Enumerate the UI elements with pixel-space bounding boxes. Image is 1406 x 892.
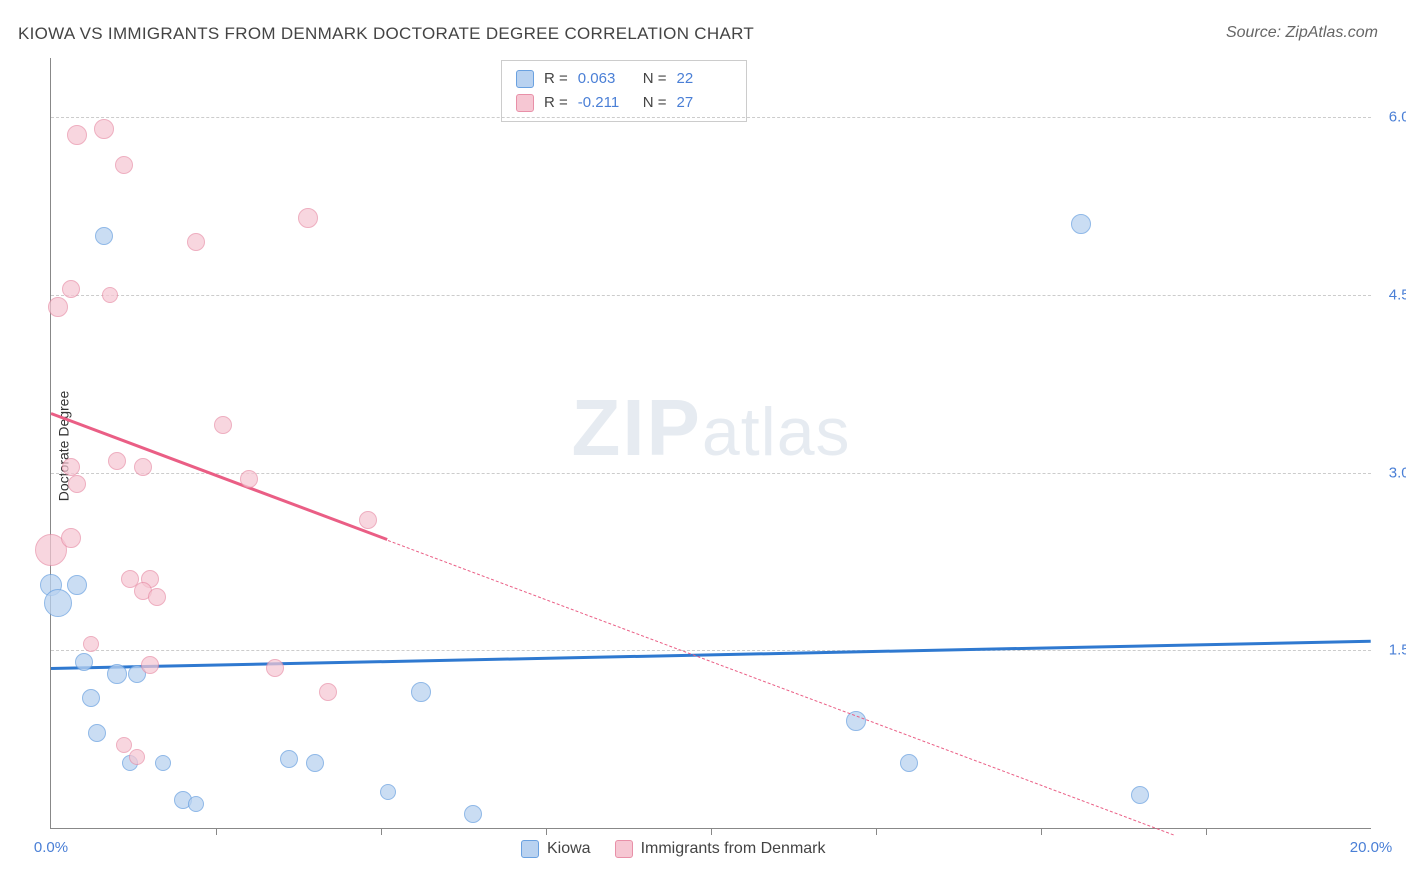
data-point [359, 511, 377, 529]
legend-swatch [516, 94, 534, 112]
data-point [88, 724, 106, 742]
y-tick-label: 4.5% [1389, 286, 1406, 303]
x-tick-label: 0.0% [34, 839, 68, 856]
data-point [134, 458, 152, 476]
data-point [44, 589, 72, 617]
x-tick-mark [546, 828, 547, 835]
data-point [1071, 214, 1091, 234]
data-point [306, 754, 324, 772]
gridline [51, 117, 1371, 118]
watermark-zip: ZIP [571, 383, 701, 472]
data-point [62, 458, 80, 476]
data-point [1131, 786, 1149, 804]
data-point [75, 653, 93, 671]
legend-series: Kiowa Immigrants from Denmark [521, 840, 826, 858]
watermark-atlas: atlas [702, 394, 851, 470]
x-tick-mark [711, 828, 712, 835]
data-point [94, 119, 114, 139]
data-point [83, 636, 99, 652]
x-tick-mark [1041, 828, 1042, 835]
data-point [464, 805, 482, 823]
legend-stat-row: R = 0.063 N = 22 [516, 67, 732, 91]
data-point [95, 227, 113, 245]
plot-inner: ZIPatlas R =0.063N =22R =-0.211N =27 Kio… [50, 58, 1371, 829]
x-tick-label: 20.0% [1350, 839, 1393, 856]
data-point [846, 711, 866, 731]
data-point [107, 664, 127, 684]
legend-item: Immigrants from Denmark [615, 840, 826, 858]
x-tick-mark [216, 828, 217, 835]
data-point [280, 750, 298, 768]
data-point [240, 470, 258, 488]
data-point [148, 588, 166, 606]
x-tick-mark [876, 828, 877, 835]
data-point [188, 796, 204, 812]
chart-title: KIOWA VS IMMIGRANTS FROM DENMARK DOCTORA… [18, 24, 754, 44]
data-point [62, 280, 80, 298]
trend-line [387, 540, 1173, 835]
legend-label: Immigrants from Denmark [641, 840, 826, 858]
legend-swatch [516, 70, 534, 88]
data-point [141, 656, 159, 674]
gridline [51, 295, 1371, 296]
data-point [67, 575, 87, 595]
legend-item: Kiowa [521, 840, 591, 858]
data-point [900, 754, 918, 772]
stat-r-label: R = [544, 67, 568, 91]
data-point [380, 784, 396, 800]
x-tick-mark [1206, 828, 1207, 835]
legend-swatch [615, 840, 633, 858]
stat-n-label: N = [643, 67, 667, 91]
data-point [115, 156, 133, 174]
data-point [298, 208, 318, 228]
data-point [68, 475, 86, 493]
stat-n-value: 22 [677, 67, 732, 91]
data-point [102, 287, 118, 303]
legend-label: Kiowa [547, 840, 591, 858]
legend-swatch [521, 840, 539, 858]
data-point [266, 659, 284, 677]
data-point [82, 689, 100, 707]
data-point [411, 682, 431, 702]
x-tick-mark [381, 828, 382, 835]
y-tick-label: 6.0% [1389, 109, 1406, 126]
stat-n-label: N = [643, 91, 667, 115]
y-tick-label: 1.5% [1389, 642, 1406, 659]
data-point [108, 452, 126, 470]
legend-stat-row: R = -0.211 N = 27 [516, 91, 732, 115]
plot-area: ZIPatlas R =0.063N =22R =-0.211N =27 Kio… [50, 58, 1370, 828]
stat-r-label: R = [544, 91, 568, 115]
data-point [116, 737, 132, 753]
stat-r-value: 0.063 [578, 67, 633, 91]
legend-stats: R = 0.063 N = 22 R = -0.211 N = 27 [501, 60, 747, 122]
data-point [155, 755, 171, 771]
data-point [187, 233, 205, 251]
stat-n-value: 27 [677, 91, 732, 115]
stat-r-value: -0.211 [578, 91, 633, 115]
data-point [129, 749, 145, 765]
trend-line [51, 639, 1371, 669]
watermark: ZIPatlas [571, 382, 850, 474]
data-point [48, 297, 68, 317]
gridline [51, 650, 1371, 651]
source-label: Source: ZipAtlas.com [1226, 24, 1378, 42]
data-point [61, 528, 81, 548]
data-point [67, 125, 87, 145]
data-point [214, 416, 232, 434]
data-point [319, 683, 337, 701]
y-tick-label: 3.0% [1389, 464, 1406, 481]
